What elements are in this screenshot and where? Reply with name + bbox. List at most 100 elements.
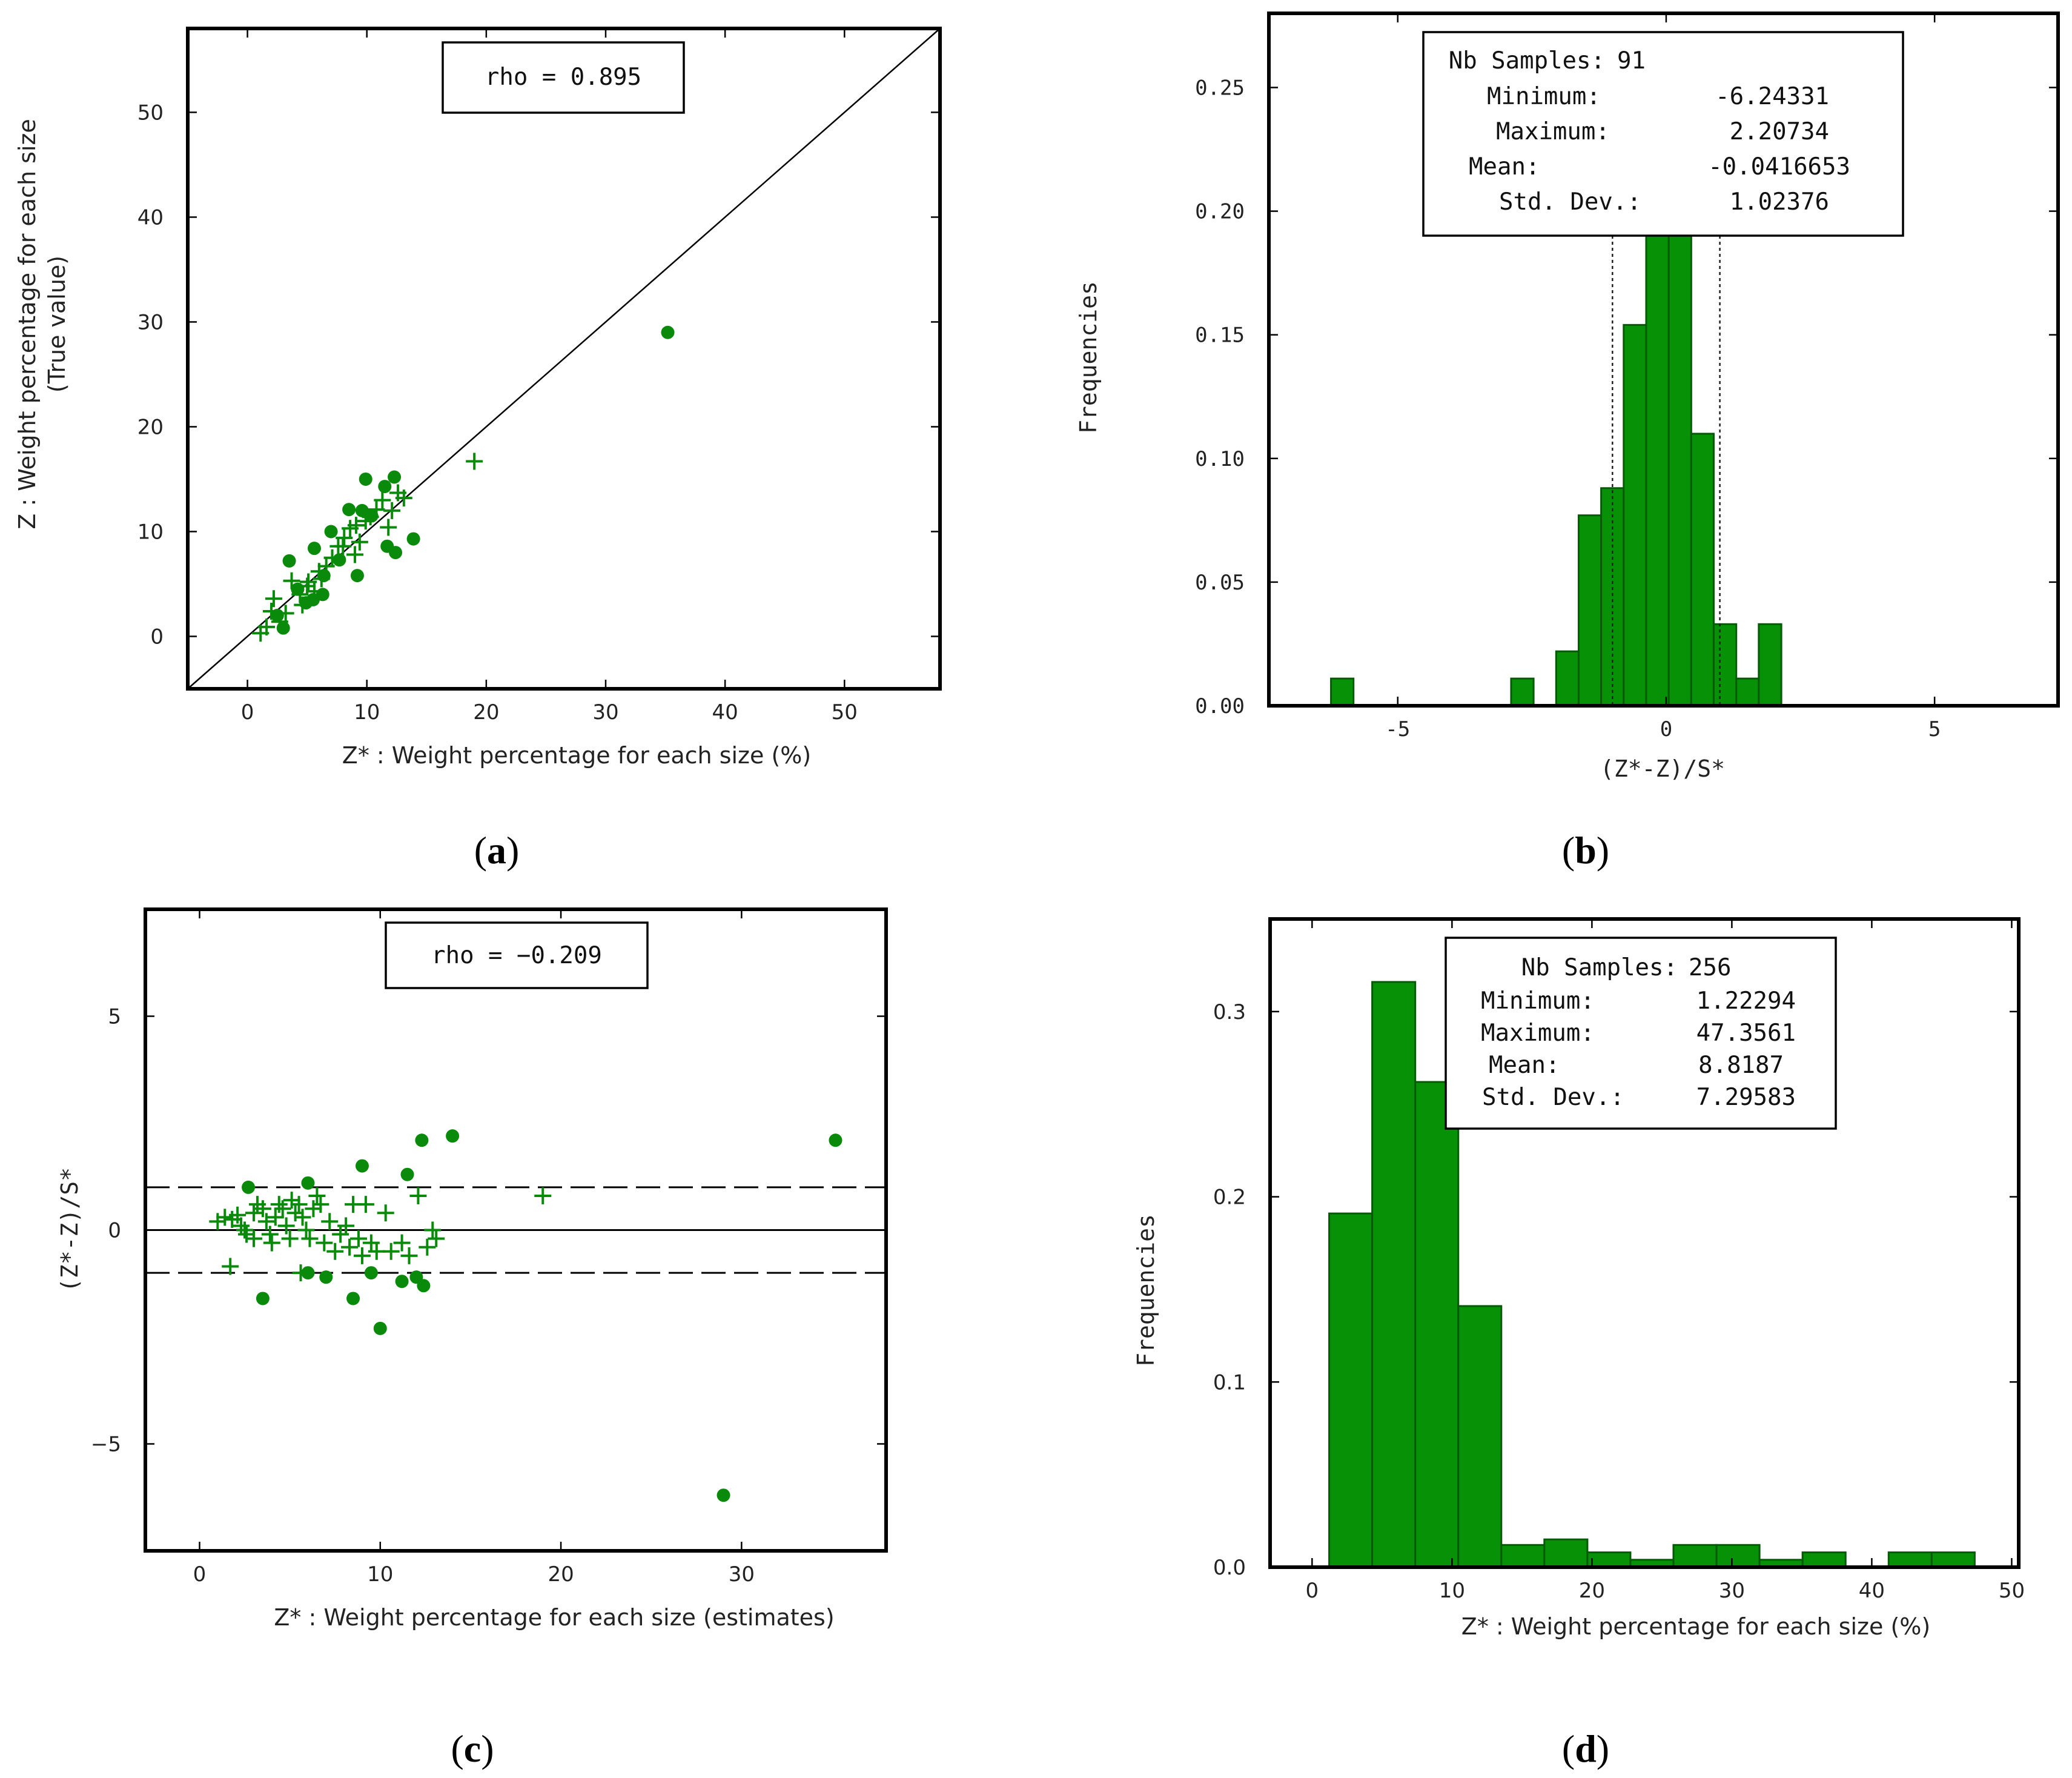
a-y-axis-title: Z : Weight percentage for each size bbox=[14, 119, 41, 529]
a-xtick-label: 30 bbox=[592, 700, 618, 725]
a-dot-point bbox=[282, 554, 296, 568]
c-dot-point bbox=[717, 1488, 730, 1502]
a-xtick-label: 20 bbox=[473, 700, 499, 725]
b-bar bbox=[1712, 623, 1738, 707]
c-cross-point bbox=[357, 1196, 374, 1213]
a-ytick-label: 50 bbox=[137, 101, 164, 125]
b-stats-title: Nb Samples: bbox=[1449, 47, 1605, 75]
d-bar bbox=[1457, 1305, 1503, 1568]
d-x-axis-title: Z* : Weight percentage for each size (%) bbox=[1461, 1613, 1930, 1640]
d-bar bbox=[1801, 1551, 1847, 1568]
d-ytick-label: 0.2 bbox=[1213, 1186, 1246, 1210]
c-cross-point bbox=[534, 1187, 552, 1205]
panel-c-scatter: 0 10 20 30 −5 0 5 rho = −0.209 Z* : Weight per… bbox=[56, 907, 888, 1770]
d-stat-label-min: Minimum: bbox=[1481, 987, 1595, 1015]
b-stat-value-mean: -0.0416653 bbox=[1708, 153, 1850, 181]
panel-b-histogram: -5 0 5 0.00 0.05 0.10 0.15 0.20 0.25 Nb Samples:… bbox=[1075, 12, 2060, 872]
c-cross-point bbox=[236, 1221, 254, 1239]
d-plot-frame bbox=[1268, 917, 2021, 1569]
b-stat-label-max: Maximum: bbox=[1496, 118, 1610, 145]
a-rho-label: rho = 0.895 bbox=[485, 64, 641, 91]
c-cross-point bbox=[281, 1230, 299, 1247]
a-dot-point bbox=[276, 621, 290, 635]
b-bar bbox=[1510, 677, 1535, 707]
a-rho-box bbox=[442, 41, 685, 114]
a-xtick-label: 0 bbox=[241, 700, 254, 725]
c-dot-point bbox=[829, 1133, 842, 1147]
d-bar bbox=[1414, 1081, 1460, 1568]
c-cross-point bbox=[332, 1226, 349, 1243]
a-dot-point bbox=[389, 546, 403, 560]
c-cross-point bbox=[424, 1221, 442, 1239]
d-bars bbox=[1328, 981, 1976, 1568]
b-x-axis-title: (Z*-Z)/S* bbox=[1600, 755, 1725, 782]
b-ytick-label: 0.00 bbox=[1195, 694, 1245, 718]
b-bar bbox=[1577, 514, 1603, 707]
b-bar bbox=[1600, 487, 1625, 707]
b-stat-label-min: Minimum: bbox=[1487, 83, 1601, 110]
c-dot-point bbox=[417, 1279, 431, 1293]
c-cross-point bbox=[270, 1196, 288, 1213]
d-stat-value-std: 7.29583 bbox=[1696, 1084, 1796, 1111]
c-panel-caption: (c) bbox=[451, 1727, 494, 1770]
a-axis-ticks: 0 10 20 30 40 50 0 10 20 30 40 50 bbox=[137, 28, 940, 725]
b-ytick-label: 0.25 bbox=[1195, 76, 1245, 100]
d-xtick-label: 50 bbox=[1999, 1579, 2025, 1603]
c-ytick-label: 5 bbox=[108, 1005, 121, 1029]
c-cross-point bbox=[400, 1247, 418, 1264]
b-bar bbox=[1330, 677, 1355, 707]
a-dot-point bbox=[378, 480, 392, 494]
c-cross-point bbox=[254, 1200, 271, 1218]
c-xtick-label: 30 bbox=[729, 1562, 755, 1587]
a-dot-point bbox=[270, 608, 284, 622]
c-rho-label: rho = −0.209 bbox=[431, 942, 602, 969]
d-ytick-label: 0.0 bbox=[1213, 1556, 1246, 1580]
c-cross-point bbox=[245, 1204, 262, 1222]
c-cross-point bbox=[419, 1238, 436, 1256]
c-cross-point bbox=[233, 1217, 250, 1235]
a-cross-point bbox=[334, 537, 352, 555]
b-stat-label-mean: Mean: bbox=[1469, 153, 1540, 181]
d-stats-title: Nb Samples: bbox=[1521, 954, 1678, 981]
b-axis-ticks: -5 0 5 0.00 0.05 0.10 0.15 0.20 0.25 bbox=[1195, 13, 2058, 741]
c-cross-point bbox=[337, 1217, 355, 1235]
a-ytick-label: 40 bbox=[137, 205, 164, 230]
c-cross-point bbox=[286, 1204, 304, 1222]
b-stats-box bbox=[1422, 31, 1904, 237]
d-xtick-label: 20 bbox=[1579, 1579, 1605, 1603]
d-stats-count: 256 bbox=[1689, 954, 1731, 981]
c-cross-point bbox=[297, 1221, 315, 1239]
d-bar bbox=[1930, 1551, 1976, 1568]
c-cross-point bbox=[245, 1230, 262, 1247]
c-axis-ticks: 0 10 20 30 −5 0 5 bbox=[91, 909, 886, 1587]
b-bar bbox=[1735, 677, 1760, 707]
a-cross-point bbox=[351, 533, 368, 551]
d-bar bbox=[1500, 1544, 1546, 1568]
c-cross-point bbox=[312, 1196, 329, 1213]
d-bar bbox=[1715, 1544, 1761, 1568]
c-cross-point bbox=[290, 1196, 308, 1213]
a-xtick-label: 40 bbox=[712, 700, 738, 725]
a-dot-point bbox=[342, 503, 356, 517]
c-cross-point bbox=[349, 1230, 367, 1247]
a-xtick-label: 10 bbox=[354, 700, 380, 725]
c-cross-point bbox=[216, 1209, 234, 1226]
a-dot-point bbox=[359, 472, 372, 486]
c-cross-point bbox=[283, 1192, 300, 1209]
a-dot-point bbox=[661, 325, 675, 339]
d-stat-value-mean: 8.8187 bbox=[1698, 1052, 1784, 1079]
c-dot-point bbox=[355, 1159, 369, 1173]
c-dot-point bbox=[256, 1292, 270, 1305]
c-cross-point bbox=[409, 1187, 427, 1205]
a-cross-point bbox=[383, 502, 401, 519]
c-cross-point bbox=[382, 1242, 400, 1260]
c-cross-point bbox=[393, 1234, 411, 1252]
a-ytick-label: 0 bbox=[150, 625, 164, 649]
b-y-axis-title: Frequencies bbox=[1075, 281, 1102, 434]
c-cross-point bbox=[222, 1258, 239, 1275]
d-bar bbox=[1328, 1212, 1374, 1568]
b-ytick-label: 0.10 bbox=[1195, 447, 1245, 471]
a-dot-point bbox=[317, 569, 331, 583]
d-bar bbox=[1887, 1551, 1933, 1568]
